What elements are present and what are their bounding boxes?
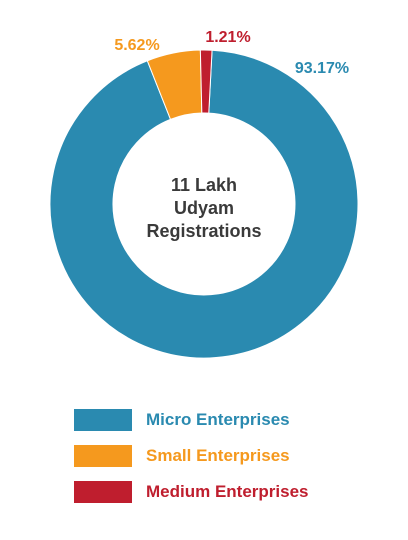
legend-label-micro: Micro Enterprises xyxy=(146,410,290,429)
slice-label-medium: 1.21% xyxy=(205,29,250,46)
chart-legend: Micro Enterprises Small Enterprises Medi… xyxy=(74,408,394,516)
legend-label-medium: Medium Enterprises xyxy=(146,482,309,501)
legend-swatch-small xyxy=(74,445,132,467)
slice-medium xyxy=(199,49,213,114)
legend-item-small: Small Enterprises xyxy=(74,444,394,468)
slice-micro xyxy=(49,49,359,359)
legend-swatch-micro xyxy=(74,409,132,431)
center-text-line-1: 11 Lakh xyxy=(171,175,237,195)
center-text-line-3: Registrations xyxy=(146,221,261,241)
slice-labels: 93.17% 5.62% 1.21% xyxy=(114,29,349,77)
legend-item-micro: Micro Enterprises xyxy=(74,408,394,432)
legend-label-small: Small Enterprises xyxy=(146,446,290,465)
legend-swatch-medium xyxy=(74,481,132,503)
center-text-line-2: Udyam xyxy=(174,198,234,218)
legend-item-medium: Medium Enterprises xyxy=(74,480,394,504)
donut-chart: 93.17% 5.62% 1.21% 11 Lakh Udyam Registrat… xyxy=(49,29,359,359)
donut-slices xyxy=(49,49,359,359)
slice-label-small: 5.62% xyxy=(114,37,159,54)
slice-label-micro: 93.17% xyxy=(295,60,349,77)
